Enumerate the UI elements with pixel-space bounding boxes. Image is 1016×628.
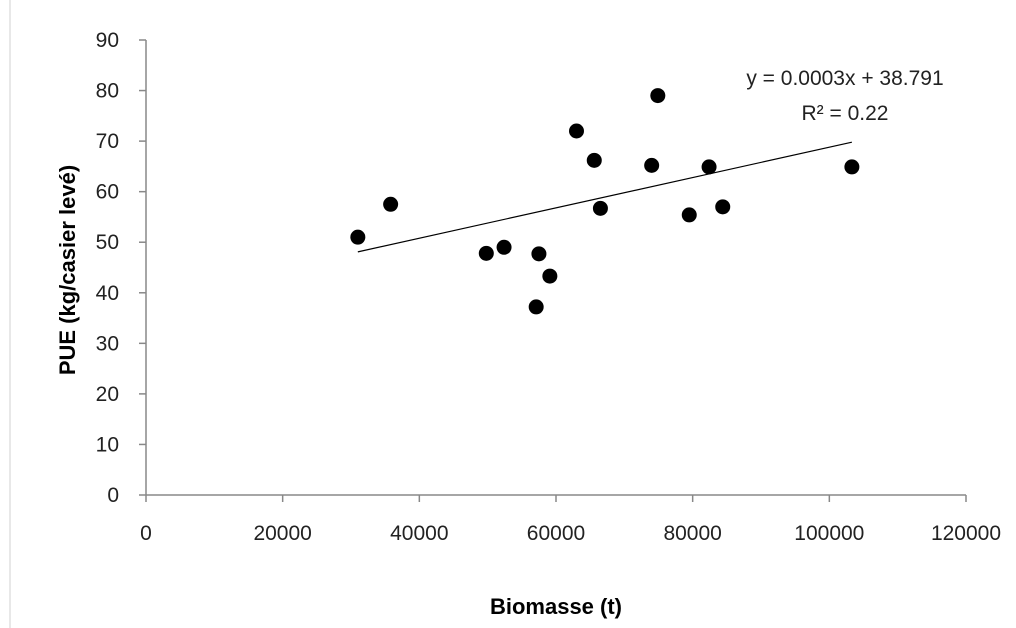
r-squared-label: R² = 0.22 xyxy=(802,102,889,125)
y-axis-title: PUE (kg/casier levé) xyxy=(55,165,80,375)
x-tick-label: 40000 xyxy=(390,522,448,545)
y-tick-label: 10 xyxy=(96,433,119,456)
y-tick-label: 50 xyxy=(96,231,119,254)
trendline xyxy=(357,141,853,253)
y-tick-label: 40 xyxy=(96,282,119,305)
x-axis-title: Biomasse (t) xyxy=(490,594,622,619)
trendline-equation: y = 0.0003x + 38.791 xyxy=(746,67,943,90)
data-point xyxy=(496,239,512,255)
data-point xyxy=(701,159,717,175)
data-point xyxy=(586,152,602,168)
y-tick-label: 70 xyxy=(96,130,119,153)
x-tick-label: 80000 xyxy=(663,522,721,545)
data-point xyxy=(531,246,547,262)
x-tick-label: 0 xyxy=(140,522,152,545)
data-point xyxy=(844,159,860,175)
y-tick-label: 80 xyxy=(96,80,119,103)
y-tick-label: 0 xyxy=(107,484,119,507)
x-tick-label: 100000 xyxy=(794,522,864,545)
data-point xyxy=(542,268,558,284)
y-ticks: 0 10 20 30 40 50 60 70 80 90 xyxy=(96,29,146,507)
x-tick-label: 60000 xyxy=(527,522,585,545)
data-point xyxy=(650,88,666,104)
data-points xyxy=(350,88,860,315)
data-point xyxy=(569,123,584,139)
y-tick-label: 30 xyxy=(96,332,119,355)
data-point xyxy=(681,207,697,223)
data-point xyxy=(592,200,608,216)
x-tick-label: 120000 xyxy=(931,522,1001,545)
data-point xyxy=(350,229,366,245)
x-ticks: 0 20000 40000 60000 80000 100000 120000 xyxy=(140,495,1001,545)
data-point xyxy=(644,157,660,173)
x-tick-label: 20000 xyxy=(253,522,311,545)
y-tick-label: 90 xyxy=(96,29,119,52)
y-tick-label: 20 xyxy=(96,383,119,406)
data-point xyxy=(383,196,399,212)
data-point xyxy=(528,299,544,315)
y-tick-label: 60 xyxy=(96,181,119,204)
data-point xyxy=(715,199,731,215)
data-point xyxy=(478,245,494,261)
